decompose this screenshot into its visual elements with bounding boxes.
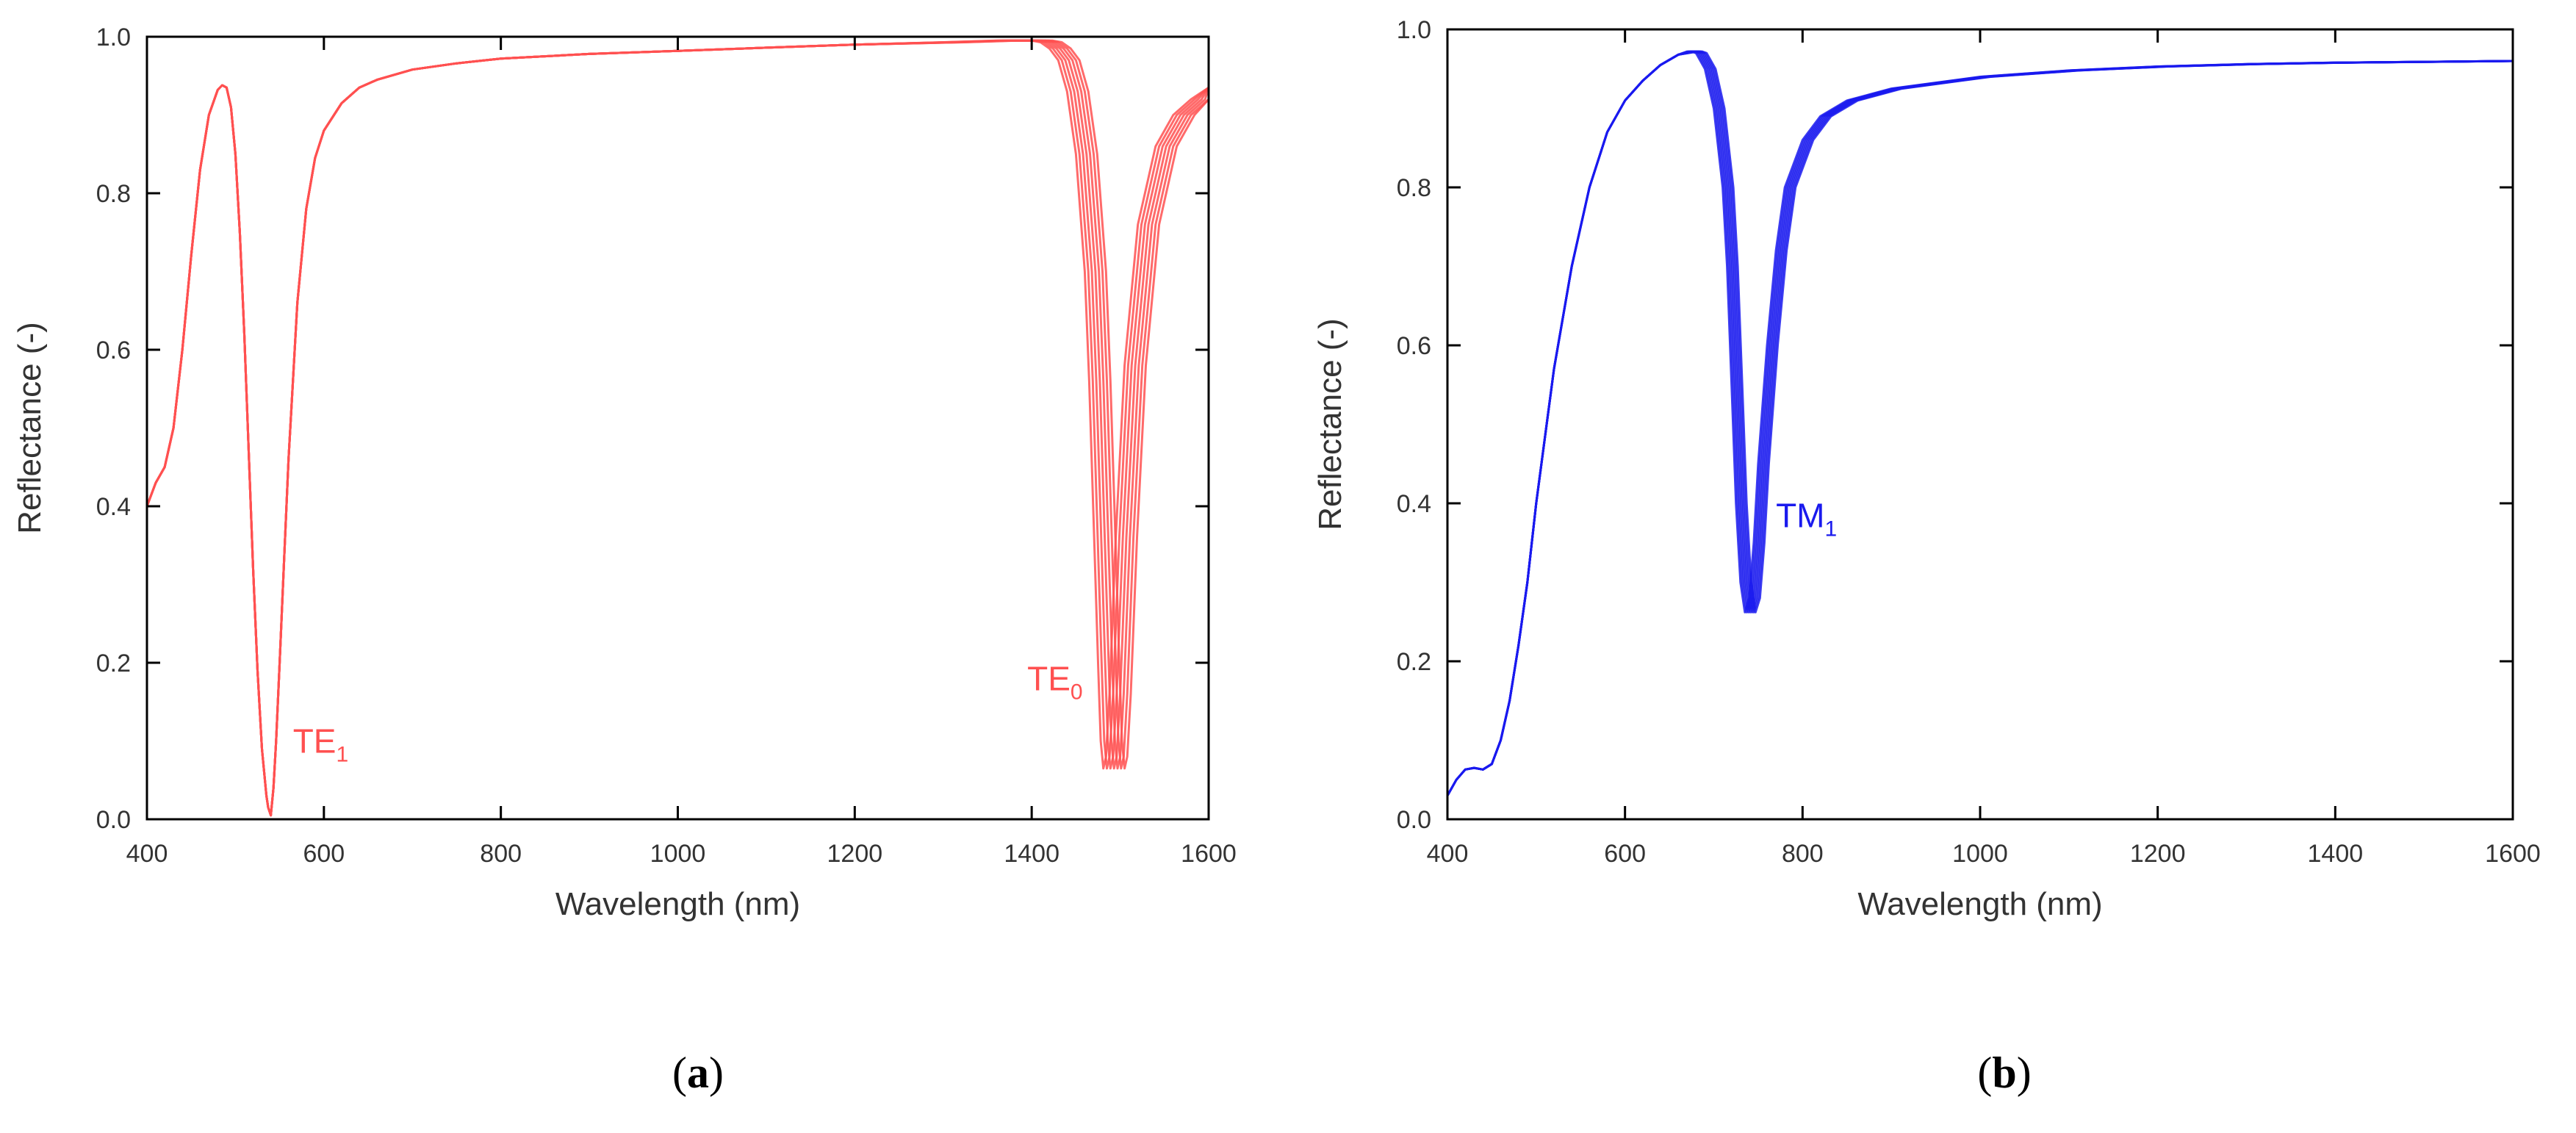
y-tick-label: 1.0 xyxy=(96,24,131,51)
series-group xyxy=(1446,50,2514,796)
x-tick-label: 400 xyxy=(1427,840,1469,868)
series-line-5 xyxy=(1446,50,2514,796)
series-line-1 xyxy=(1446,50,2514,796)
panel-label-letter: a xyxy=(687,1049,709,1097)
y-tick-label: 0.4 xyxy=(1397,490,1431,518)
x-tick-label: 1000 xyxy=(650,840,706,868)
x-tick-label: 1400 xyxy=(2308,840,2364,868)
annotation-mode: TE xyxy=(293,722,337,760)
x-tick-label: 600 xyxy=(1604,840,1646,868)
y-tick-label: 0.0 xyxy=(1397,806,1431,834)
y-tick-label: 0.8 xyxy=(1397,174,1431,202)
series-line-5 xyxy=(145,39,1210,817)
panel-label-open: ( xyxy=(672,1049,687,1097)
panel-label-open: ( xyxy=(1977,1049,1992,1097)
y-tick-label: 0.6 xyxy=(96,337,131,364)
mode-annotation: TM1 xyxy=(1776,496,1837,541)
y-tick-label: 0.2 xyxy=(96,650,131,677)
x-tick-label: 1600 xyxy=(2485,840,2541,868)
x-tick-label: 800 xyxy=(1782,840,1824,868)
panel-label-close: ) xyxy=(709,1049,724,1097)
panel-label: (a) xyxy=(672,1049,724,1097)
annotation-mode: TE xyxy=(1027,659,1071,697)
mode-annotation: TE0 xyxy=(1027,659,1082,704)
x-tick-label: 1200 xyxy=(827,840,883,868)
y-tick-label: 1.0 xyxy=(1397,16,1431,44)
x-tick-label: 600 xyxy=(303,840,345,868)
series-line-2 xyxy=(1446,50,2514,796)
series-line-7 xyxy=(1446,50,2514,796)
panel-label-letter: b xyxy=(1992,1049,2016,1097)
series-line-1 xyxy=(145,39,1209,817)
y-axis-label: Reflectance (-) xyxy=(12,322,48,534)
annotation-subscript: 1 xyxy=(1825,517,1838,541)
series-group xyxy=(145,39,1210,817)
x-tick-label: 1400 xyxy=(1004,840,1059,868)
series-line-4 xyxy=(145,39,1210,817)
x-tick-label: 800 xyxy=(480,840,522,868)
y-tick-label: 0.0 xyxy=(96,806,131,834)
series-line-7 xyxy=(145,39,1210,817)
chart-b: 400 600 800 1000 1200 1400 1600 0.0 0.2 0.4 0.6 0.8… xyxy=(1312,16,2541,1097)
annotation-mode: TM xyxy=(1776,496,1824,534)
series-line-2 xyxy=(145,39,1209,817)
y-axis-label: Reflectance (-) xyxy=(1312,318,1348,530)
mode-annotation: TE1 xyxy=(293,722,348,766)
plot-frame xyxy=(145,35,1210,821)
series-line-6 xyxy=(1446,50,2514,796)
annotation-subscript: 0 xyxy=(1071,680,1083,704)
x-axis-label: Wavelength (nm) xyxy=(1857,886,2102,922)
y-tick-label: 0.2 xyxy=(1397,648,1431,676)
annotation-subscript: 1 xyxy=(336,742,348,766)
x-tick-label: 1000 xyxy=(1952,840,2008,868)
plot-frame xyxy=(1446,28,2514,821)
y-tick-label: 0.8 xyxy=(96,180,131,208)
panel-label-close: ) xyxy=(2017,1049,2032,1097)
series-line-3 xyxy=(1446,50,2514,796)
x-tick-label: 1200 xyxy=(2130,840,2186,868)
panel-label: (b) xyxy=(1977,1049,2031,1097)
series-line-3 xyxy=(145,39,1210,817)
y-tick-label: 0.4 xyxy=(96,493,131,521)
y-tick-label: 0.6 xyxy=(1397,332,1431,360)
x-axis-label: Wavelength (nm) xyxy=(555,886,800,922)
chart-a: 400 600 800 1000 1200 1400 1600 0.0 0.2 0.4 0.6 0.8… xyxy=(12,24,1237,1097)
x-tick-label: 400 xyxy=(126,840,168,868)
x-tick-label: 1600 xyxy=(1181,840,1237,868)
series-line-4 xyxy=(1446,50,2514,796)
series-line-6 xyxy=(145,39,1210,817)
